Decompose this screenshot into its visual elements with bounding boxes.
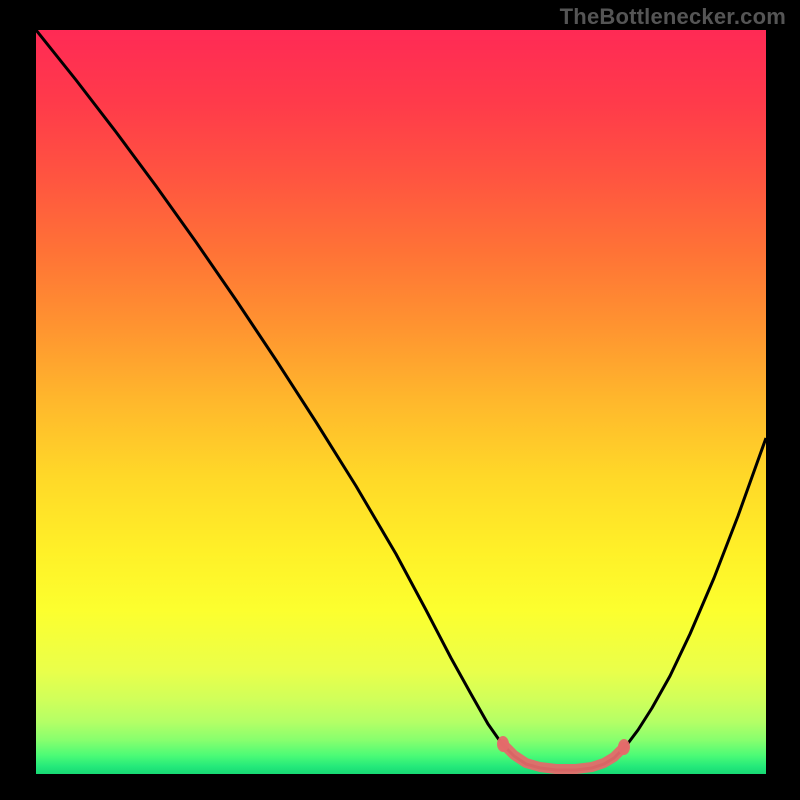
- highlight-end-cap-left: [497, 736, 509, 752]
- bottleneck-plot: [36, 30, 766, 774]
- watermark-text: TheBottlenecker.com: [560, 4, 786, 30]
- gradient-background: [36, 30, 766, 774]
- highlight-end-cap-right: [618, 739, 630, 755]
- chart-container: TheBottlenecker.com: [0, 0, 800, 800]
